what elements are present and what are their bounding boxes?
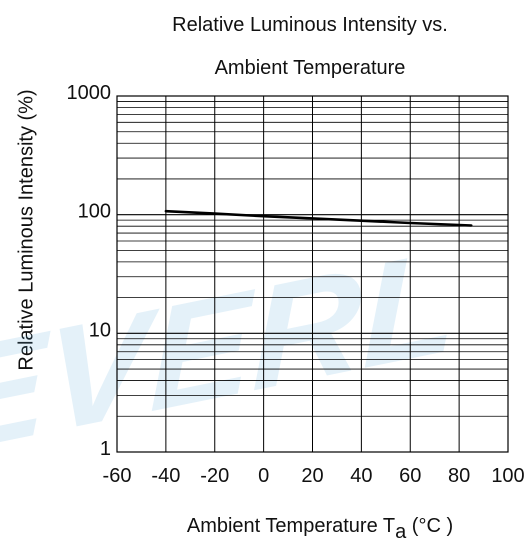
x-axis-label-subscript: a — [395, 521, 407, 543]
x-tick-label: 40 — [350, 465, 372, 487]
y-tick-label: 10 — [89, 319, 111, 341]
x-axis-label: Ambient Temperature Ta (°C ) — [120, 515, 520, 544]
x-tick-label: 0 — [258, 465, 269, 487]
x-tick-label: 80 — [448, 465, 470, 487]
x-axis-label-unit: (°C ) — [406, 515, 454, 537]
y-tick-label: 1 — [100, 438, 111, 460]
x-tick-label: 60 — [399, 465, 421, 487]
series-layer — [164, 209, 473, 227]
x-axis-label-text: Ambient Temperature T — [186, 515, 396, 537]
x-tick-label: -40 — [151, 465, 180, 487]
chart-subtitle: Ambient Temperature — [214, 57, 406, 79]
tick-labels: -60 -40 -20 0 20 40 60 80 100 1 10 100 1000 — [67, 82, 525, 487]
x-tick-label: 100 — [491, 465, 524, 487]
x-tick-label: 20 — [301, 465, 323, 487]
y-tick-label: 100 — [78, 201, 111, 223]
chart-title: Relative Luminous Intensity vs. — [172, 14, 448, 36]
series-line — [164, 209, 473, 227]
grid — [116, 95, 509, 453]
x-tick-label: -60 — [103, 465, 132, 487]
x-tick-label: -20 — [200, 465, 229, 487]
y-tick-label: 1000 — [67, 82, 112, 104]
